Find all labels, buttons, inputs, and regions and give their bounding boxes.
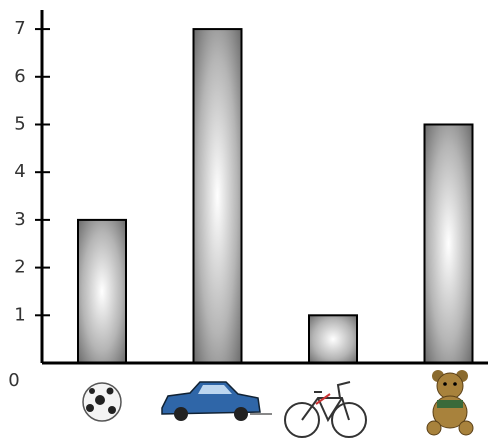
soccer-ball-icon xyxy=(82,382,122,422)
category-icons xyxy=(82,370,474,438)
axes xyxy=(40,10,488,365)
teddy-bear-icon xyxy=(426,370,474,436)
y-tick-label: 1 xyxy=(14,304,25,325)
y-tick-label: 7 xyxy=(14,18,25,39)
bar xyxy=(308,314,358,365)
bicycle-icon xyxy=(284,381,367,438)
y-tick-label: 0 xyxy=(8,370,19,391)
y-tick-label: 4 xyxy=(14,161,25,182)
car-icon xyxy=(161,381,272,421)
bar xyxy=(77,218,127,364)
y-tick-label: 5 xyxy=(14,113,25,134)
bar xyxy=(192,28,243,364)
bar xyxy=(423,123,474,365)
y-tick-label: 6 xyxy=(14,66,25,87)
y-tick-label: 2 xyxy=(14,257,25,278)
y-tick-label: 3 xyxy=(14,209,25,230)
